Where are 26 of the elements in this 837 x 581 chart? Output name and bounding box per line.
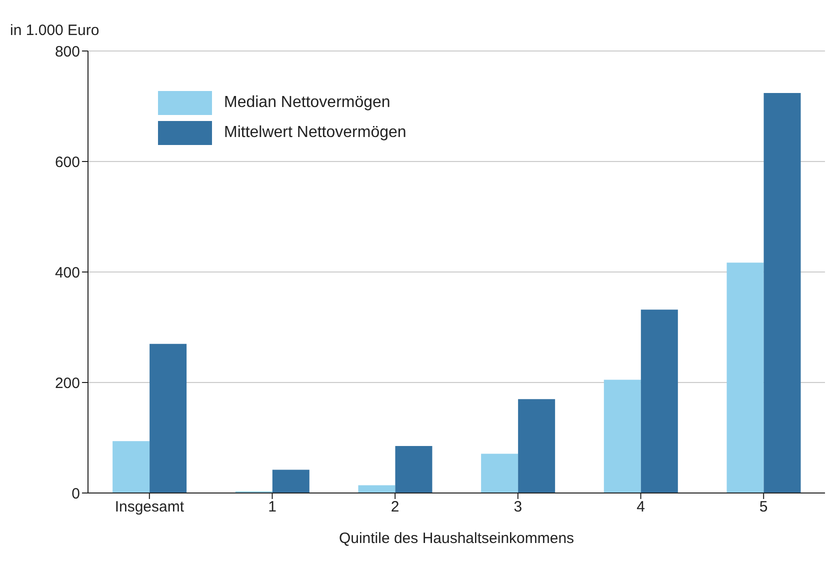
y-tick-label: 600 [54,154,80,171]
bar [481,454,518,493]
bar [726,262,764,493]
y-tick-label: 200 [54,374,80,392]
bar [640,310,678,493]
x-tick-label: 3 [514,498,522,516]
bar [272,470,310,493]
x-tick-label: Insgesamt [114,498,185,516]
bar [518,399,556,493]
x-tick-label: 4 [636,498,645,516]
x-tick-label: 2 [390,498,400,516]
x-tick-label: 5 [759,498,768,516]
y-axis-title: in 1.000 Euro [10,22,100,39]
legend-label: Mittelwert Nettovermögen [224,124,406,142]
y-tick-label: 800 [54,43,80,60]
y-tick-label: 0 [72,485,80,502]
x-tick-label: 1 [268,498,276,516]
bar [150,344,187,493]
y-tick-label: 400 [54,264,80,282]
x-axis-title: Quintile des Haushaltseinkommens [338,530,574,547]
bar [395,446,432,493]
bar [764,92,801,493]
legend-label: Median Nettovermögen [224,94,390,112]
bar [358,485,396,493]
bar [112,441,150,493]
bar [604,380,641,493]
